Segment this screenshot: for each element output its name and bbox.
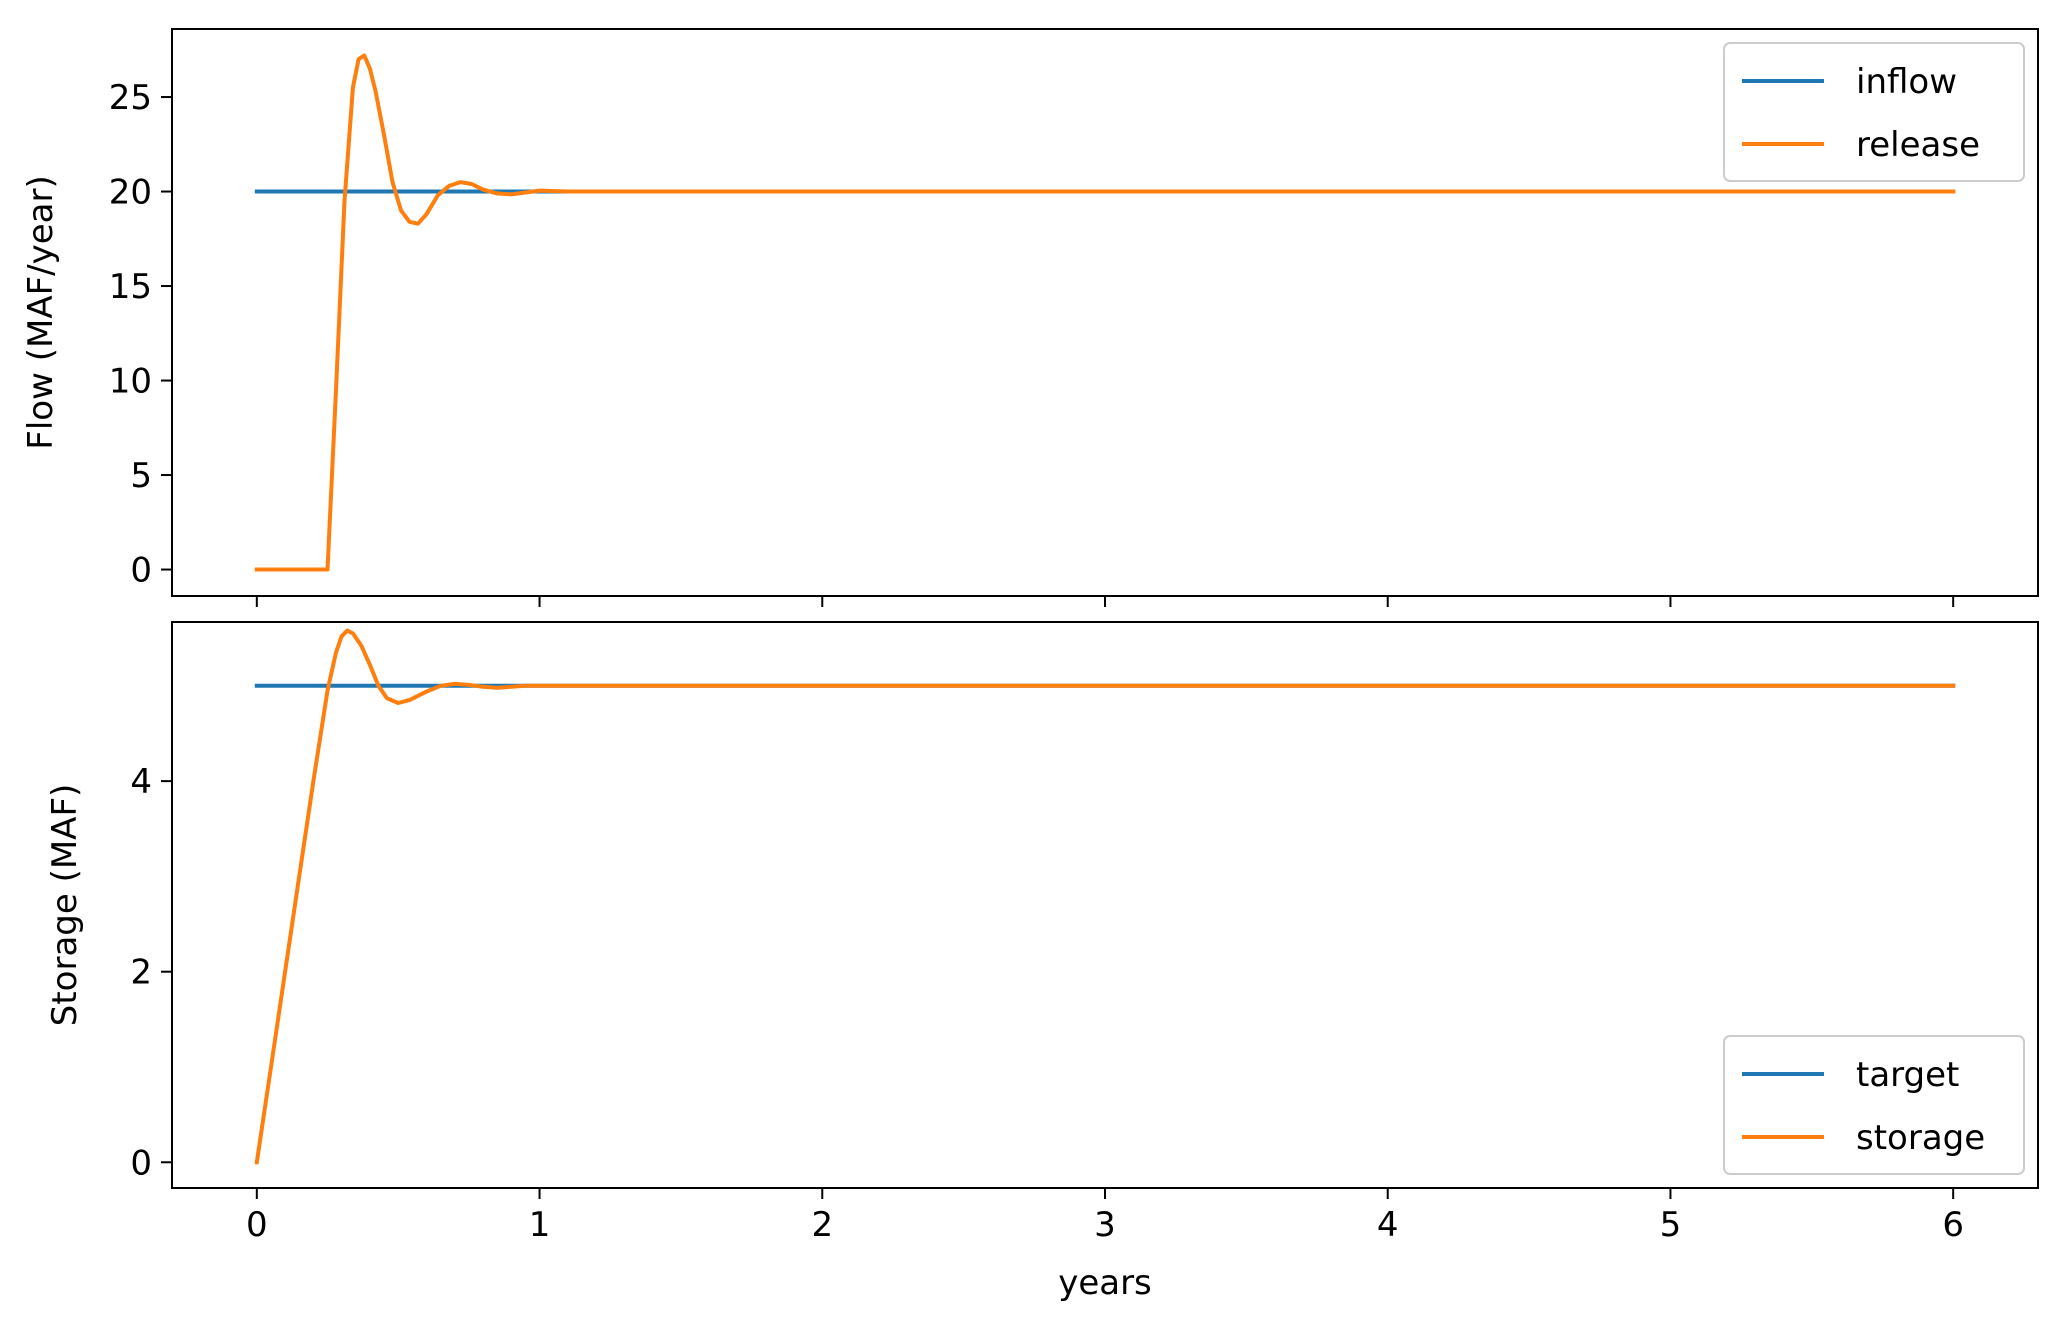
y-axis-label: Storage (MAF) [45, 784, 85, 1027]
legend: inflow release [1723, 42, 2025, 182]
storage-subplot: 0 1 2 3 4 5 6 0 2 4 Storage (MAF) years target storag… [45, 621, 2039, 1303]
series-line-release [254, 53, 1956, 572]
x-axis-label: years [1058, 1263, 1152, 1303]
legend-label-inflow: inflow [1856, 62, 1957, 102]
x-tick-label: 5 [1660, 1205, 1682, 1245]
legend-label-storage: storage [1856, 1118, 1985, 1158]
y-tick-label: 5 [130, 456, 152, 496]
legend: target storage [1723, 1035, 2025, 1175]
x-tick-label: 0 [246, 1205, 268, 1245]
x-tick-label: 4 [1377, 1205, 1399, 1245]
y-tick-label: 2 [130, 953, 152, 993]
legend-label-release: release [1856, 125, 1980, 165]
x-tick-label: 2 [811, 1205, 833, 1245]
y-tick-label: 0 [130, 1143, 152, 1183]
x-tick-label: 6 [1942, 1205, 1964, 1245]
y-tick-label: 4 [130, 762, 152, 802]
y-tick-label: 0 [130, 551, 152, 591]
x-tick-label: 1 [529, 1205, 551, 1245]
flow-subplot: 0 5 10 15 20 25 Flow (MAF/year) inflow release [21, 28, 2039, 607]
legend-label-target: target [1856, 1055, 1959, 1095]
y-axis-label: Flow (MAF/year) [21, 175, 61, 449]
legend-frame [1723, 1035, 2025, 1175]
x-tick-label: 3 [1094, 1205, 1116, 1245]
legend-frame [1723, 42, 2025, 182]
y-tick-label: 25 [109, 78, 152, 118]
y-tick-label: 10 [109, 362, 152, 402]
y-tick-label: 15 [109, 267, 152, 307]
y-tick-label: 20 [109, 173, 152, 213]
series-line-storage [254, 628, 1956, 1165]
